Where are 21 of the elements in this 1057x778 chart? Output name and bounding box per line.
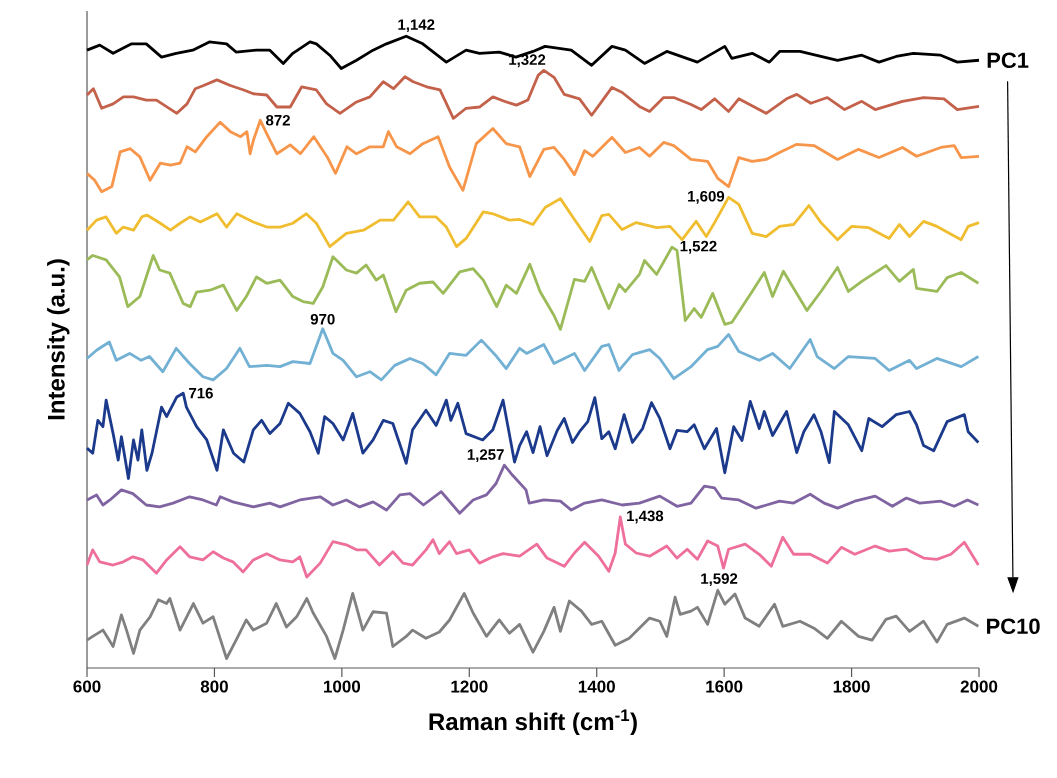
annotation: 1,609 [688,190,725,204]
x-tick-label: 1400 [578,680,615,693]
x-tick-label: 1600 [706,680,743,693]
x-tick-label: 2000 [960,680,998,693]
annotation: 1,142 [398,19,435,33]
annotation: 1,522 [680,240,717,254]
x-tick-label: 600 [73,680,101,693]
y-axis-title: Intensity (a.u.) [47,259,70,420]
x-tick-label: 800 [200,680,228,693]
x-axis-title: Raman shift (cm$^{-1}$) [429,709,637,735]
series-label: PC1 [987,52,1029,69]
x-tick-label: 1800 [833,680,870,693]
annotation: 1,592 [701,573,738,587]
series-label: PC10 [987,618,1040,635]
annotation: 1,257 [467,449,504,462]
annotation: 1,438 [627,510,664,524]
x-tick-label: 1200 [451,680,488,693]
annotation: 970 [310,313,335,325]
annotation: 872 [265,114,290,126]
annotation: 716 [189,387,213,399]
x-tick-label: 1000 [324,680,361,693]
